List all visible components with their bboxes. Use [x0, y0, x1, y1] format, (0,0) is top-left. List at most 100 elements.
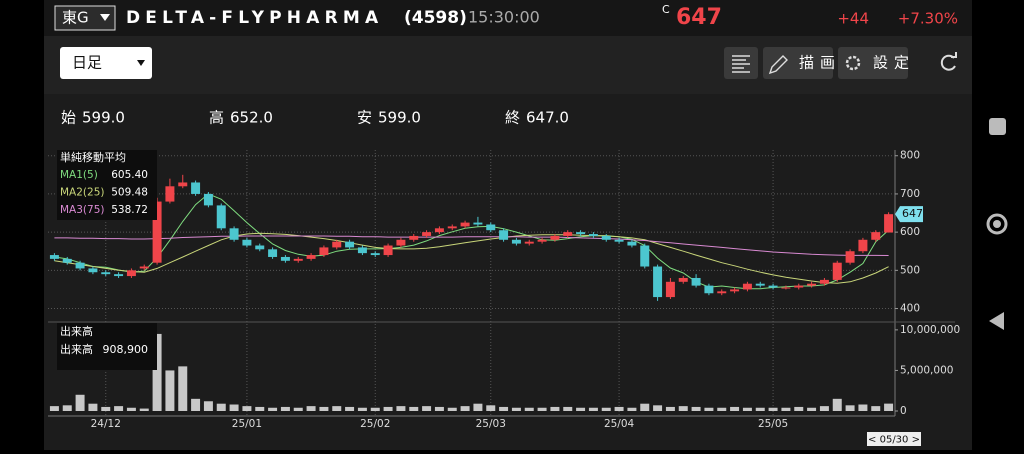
volume-bar: [794, 406, 804, 411]
indicator-button[interactable]: [724, 47, 758, 79]
volume-bar: [191, 398, 201, 411]
legend-value: 538.72: [111, 204, 148, 216]
candle-body: [691, 277, 701, 286]
volume-bar: [255, 406, 265, 411]
candle-body: [229, 228, 239, 240]
volume-bar: [627, 407, 637, 411]
refresh-icon[interactable]: [940, 54, 956, 71]
candle-body: [242, 239, 252, 246]
candle-body: [871, 232, 881, 240]
volume-bar: [550, 406, 560, 411]
volume-bar: [665, 406, 675, 411]
x-tick-label: 25/03: [476, 418, 506, 430]
volume-bar: [730, 406, 740, 411]
candle-body: [370, 253, 380, 256]
candle-body: [627, 241, 637, 246]
chart: 400 500 600 700 800 0 5,000,000 10,000,000 24/12…: [48, 150, 960, 446]
volume-bar: [524, 407, 534, 411]
volume-bar: [280, 406, 290, 411]
period-select[interactable]: [60, 47, 152, 79]
price-flag: C: [662, 3, 670, 16]
volume-bar: [114, 406, 124, 411]
y-tick-label: 700: [900, 188, 920, 200]
candle-body: [114, 274, 124, 277]
volume-bar: [781, 407, 791, 411]
volume-bar: [819, 406, 829, 411]
volume-bar: [563, 406, 573, 411]
volume-bar: [486, 405, 496, 411]
candle-body: [588, 234, 598, 236]
volume-bar: [704, 407, 714, 411]
draw-label: 描画: [799, 54, 841, 72]
volume-legend-value: 908,900: [103, 343, 149, 356]
volume-bar: [588, 407, 598, 411]
volume-legend-box: [57, 323, 157, 370]
settings-label: 設定: [873, 54, 915, 72]
candle-body: [832, 262, 842, 280]
volume-bar: [460, 406, 470, 411]
candle-body: [293, 258, 303, 261]
recent-apps-button[interactable]: [989, 118, 1006, 135]
candle-body: [845, 251, 855, 263]
volume-bar: [422, 406, 432, 411]
candle-body: [345, 241, 355, 248]
candle-body: [678, 277, 688, 282]
candle-body: [49, 255, 59, 259]
candle-body: [781, 287, 791, 289]
candle-body: [75, 262, 85, 269]
ohlc-label: 終: [505, 109, 520, 127]
pencil-icon: [768, 55, 788, 75]
volume-bar: [396, 406, 406, 411]
x-tick-label: 25/01: [232, 418, 262, 430]
volume-bar: [499, 406, 509, 411]
time: 15:30:00: [468, 8, 540, 27]
candle-body: [524, 241, 534, 244]
candle-body: [665, 281, 675, 298]
header-bar: [44, 0, 972, 36]
candle-body: [563, 232, 573, 236]
volume-bar: [614, 406, 624, 411]
candle-body: [884, 214, 894, 233]
candle-body: [807, 283, 817, 286]
settings-button[interactable]: [838, 47, 908, 79]
volume-legend-entry: 出来高: [60, 342, 93, 356]
volume-bar: [871, 406, 881, 411]
volume-bar: [345, 406, 355, 411]
volume-bar: [242, 406, 252, 411]
candle-body: [460, 222, 470, 227]
back-button[interactable]: [989, 312, 1004, 330]
ohlc-value: 652.0: [230, 109, 273, 127]
price-change: +44: [837, 10, 869, 28]
legend-value: 605.40: [111, 169, 148, 181]
volume-bar: [691, 406, 701, 411]
candle-body: [268, 249, 278, 257]
volume-bar: [640, 403, 650, 411]
candle-body: [139, 266, 149, 269]
volume-bar: [678, 406, 688, 411]
candle-body: [819, 279, 829, 284]
candle-body: [332, 241, 342, 248]
stock-name: DELTA-FLYPHARMA: [126, 8, 383, 28]
draw-button[interactable]: [763, 47, 833, 79]
candle-body: [499, 230, 509, 240]
candle-body: [280, 256, 290, 261]
current-price: 647: [676, 5, 722, 30]
price-change-pct: +7.30%: [898, 10, 958, 28]
candle-body: [768, 285, 778, 288]
list-icon: [732, 55, 750, 73]
home-button-dot: [993, 220, 1001, 228]
moving-average-line: [54, 232, 889, 284]
candle-body: [434, 228, 444, 233]
home-button[interactable]: [986, 213, 1008, 235]
ma-legend-box: [57, 150, 157, 220]
volume-tick-label: 5,000,000: [900, 364, 953, 376]
x-tick-label: 24/12: [91, 418, 121, 430]
volume-bar: [101, 406, 111, 411]
candle-body: [473, 222, 483, 225]
volume-bar: [858, 404, 868, 411]
volume-bar: [319, 406, 329, 411]
volume-bar: [139, 408, 149, 411]
candle-body: [486, 224, 496, 231]
candle-body: [152, 201, 162, 263]
